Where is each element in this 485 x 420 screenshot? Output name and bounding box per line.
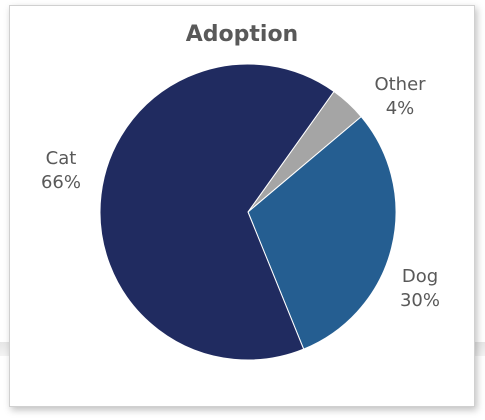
pie-slice-cat[interactable] [99, 63, 335, 361]
slice-value-cat: 66% [41, 172, 81, 193]
slice-label-other: Other [374, 74, 426, 95]
pie-slice-dog[interactable] [247, 115, 397, 350]
slice-label-dog: Dog [402, 266, 438, 287]
pie-chart: Other 4% Dog 30% Cat 66% [41, 63, 440, 361]
slice-value-other: 4% [386, 98, 415, 119]
chart-frame[interactable]: Adoption Other 4% Dog 30% Cat 66% [9, 5, 475, 407]
slice-label-cat: Cat [46, 148, 77, 169]
slice-value-dog: 30% [400, 290, 440, 311]
chart-title: Adoption [185, 22, 299, 47]
